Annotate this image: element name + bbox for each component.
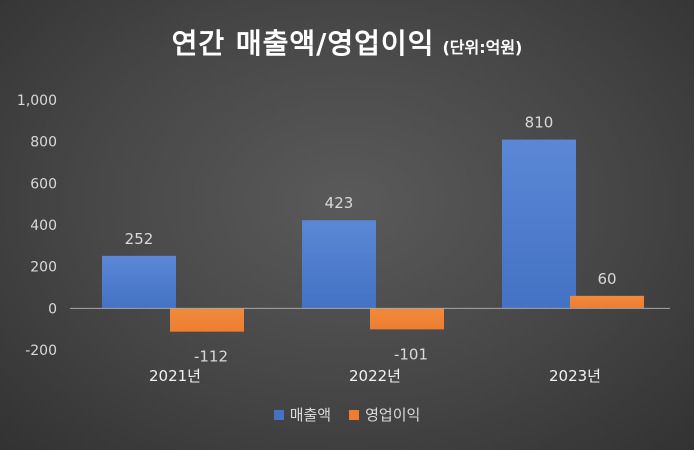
- bars: [102, 139, 644, 332]
- chart-unit-label: (단위:억원): [442, 38, 523, 57]
- y-tick-label: 400: [30, 218, 57, 234]
- y-tick-label: 200: [30, 260, 57, 276]
- data-label: 810: [525, 114, 554, 132]
- chart-title: 연간 매출액/영업이익 (단위:억원): [0, 22, 694, 62]
- legend-label-sales: 매출액: [289, 406, 332, 424]
- legend: 매출액 영업이익: [0, 404, 694, 425]
- y-tick-label: 800: [30, 135, 57, 151]
- bar-sales: [502, 139, 576, 309]
- bar-operating-profit: [370, 308, 444, 330]
- y-tick-label: 0: [48, 301, 57, 317]
- x-tick-label: 2022년: [349, 367, 401, 385]
- data-label: 252: [125, 230, 154, 248]
- legend-swatch-operating-profit: [349, 409, 360, 420]
- y-tick-label: 1,000: [17, 93, 57, 109]
- data-label: -101: [394, 345, 428, 363]
- bar-sales: [102, 255, 176, 309]
- y-tick-label: 600: [30, 176, 57, 192]
- bar-operating-profit: [170, 308, 244, 332]
- legend-item-sales[interactable]: 매출액: [273, 404, 332, 425]
- data-label: 60: [597, 270, 616, 288]
- data-label: -112: [194, 348, 228, 366]
- data-label: 423: [325, 194, 354, 212]
- legend-label-operating-profit: 영업이익: [365, 406, 421, 424]
- y-axis: 1,000 800 600 400 200 0 -200: [17, 93, 57, 359]
- legend-swatch-sales: [273, 409, 284, 420]
- y-tick-label: -200: [25, 343, 57, 359]
- bar-operating-profit: [570, 295, 644, 309]
- x-tick-label: 2021년: [149, 367, 201, 385]
- bar-sales: [302, 220, 376, 309]
- data-labels: 252 -112 423 -101 810 60: [125, 114, 617, 366]
- x-tick-label: 2023년: [549, 367, 601, 385]
- legend-item-operating-profit[interactable]: 영업이익: [349, 404, 420, 425]
- chart-title-main: 연간 매출액/영업이익: [171, 27, 435, 60]
- x-axis: 2021년 2022년 2023년: [149, 367, 601, 385]
